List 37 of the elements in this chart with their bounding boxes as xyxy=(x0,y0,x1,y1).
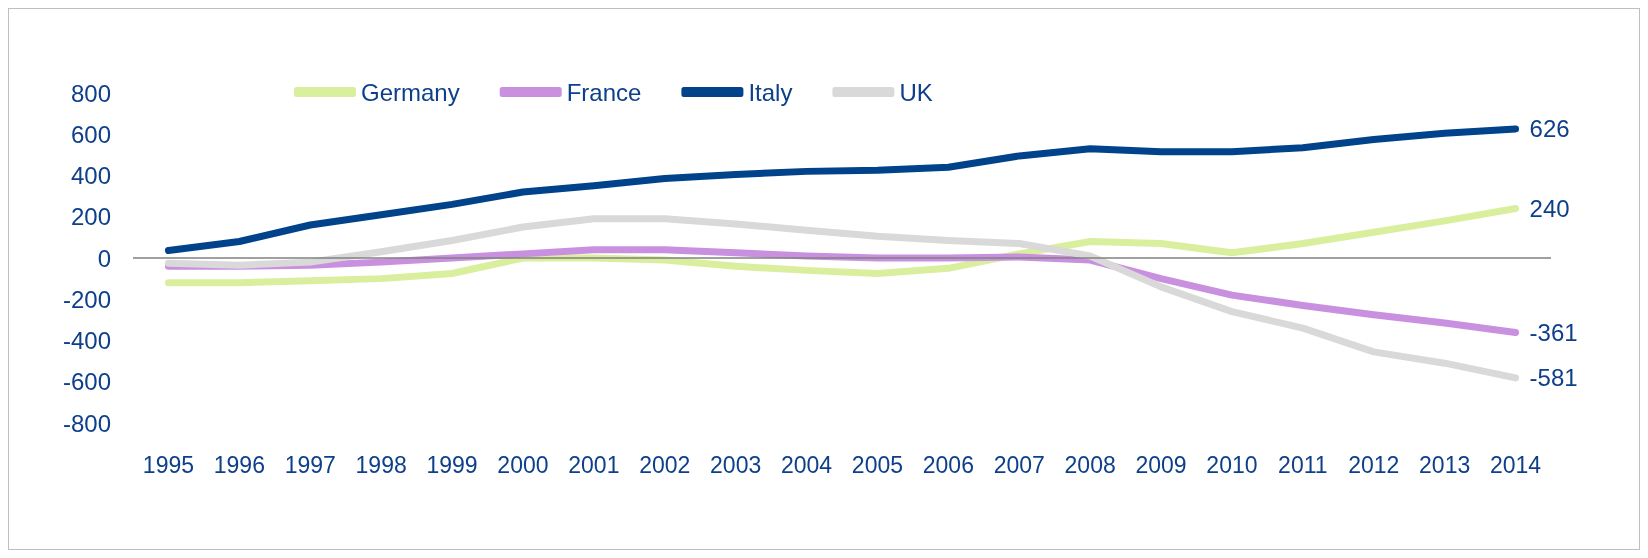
x-tick-label: 2014 xyxy=(1489,451,1542,478)
y-tick-label: 400 xyxy=(70,162,111,189)
x-tick-label: 2008 xyxy=(1064,451,1116,478)
legend-label: France xyxy=(566,78,642,106)
legend-label: UK xyxy=(899,78,933,106)
x-tick-label: 2013 xyxy=(1419,451,1471,478)
x-tick-label: 2000 xyxy=(497,451,549,478)
x-tick-label: 2009 xyxy=(1135,451,1187,478)
x-tick-label: 2006 xyxy=(922,451,974,478)
y-tick-label: -600 xyxy=(62,368,111,396)
x-tick-label: 2012 xyxy=(1348,451,1400,478)
data-label: 240 xyxy=(1529,195,1570,222)
data-label: 626 xyxy=(1529,115,1570,143)
x-tick-label: 1996 xyxy=(213,451,265,478)
y-tick-label: 200 xyxy=(70,203,111,231)
x-tick-label: 2002 xyxy=(639,451,691,478)
legend-label: Germany xyxy=(361,78,460,106)
y-tick-label: -800 xyxy=(62,409,111,437)
y-tick-label: 600 xyxy=(70,120,111,148)
legend-label: Italy xyxy=(748,78,793,106)
y-tick-label: -200 xyxy=(62,285,111,313)
x-tick-label: 2001 xyxy=(568,451,620,478)
x-tick-label: 2003 xyxy=(710,451,762,478)
data-label: -581 xyxy=(1529,364,1578,392)
y-tick-label: -400 xyxy=(62,327,111,354)
x-tick-label: 2007 xyxy=(993,451,1045,478)
x-tick-label: 2010 xyxy=(1206,451,1258,478)
x-tick-label: 1998 xyxy=(355,451,407,478)
x-tick-label: 1997 xyxy=(284,451,336,478)
x-tick-label: 1999 xyxy=(426,451,478,478)
x-tick-label: 2005 xyxy=(851,451,904,478)
x-tick-label: 1995 xyxy=(142,451,195,478)
y-tick-label: 800 xyxy=(70,79,111,107)
data-label: -361 xyxy=(1529,318,1578,346)
x-tick-label: 2011 xyxy=(1278,451,1328,478)
y-tick-label: 0 xyxy=(97,244,111,272)
x-tick-label: 2004 xyxy=(780,451,833,478)
